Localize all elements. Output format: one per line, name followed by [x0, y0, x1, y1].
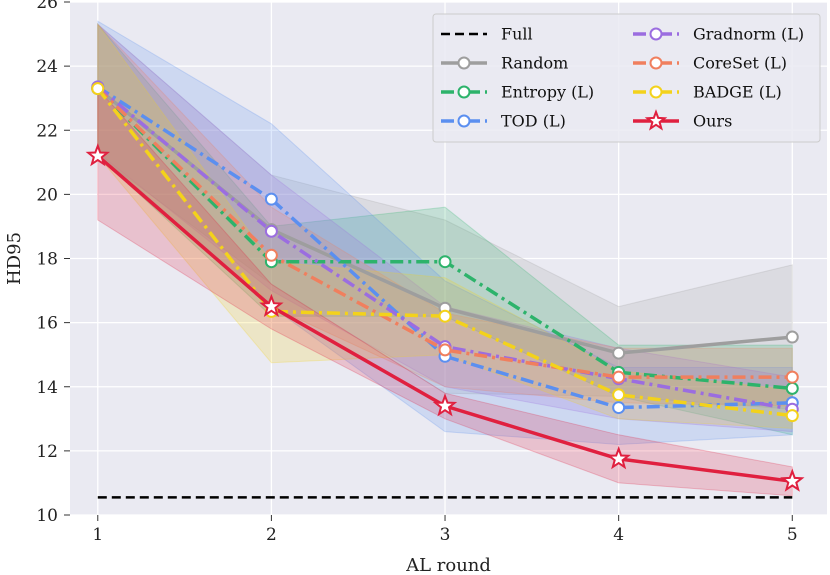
point-entropy-l: [785, 381, 799, 395]
legend: Full Random Entropy (L) TOD (L) Gradnorm (L)…: [432, 13, 821, 143]
legend-box: [432, 13, 821, 143]
point-ours: [432, 393, 458, 417]
x-tick-label: 3: [440, 525, 451, 545]
point-ours: [259, 293, 284, 318]
x-tick-label: 1: [92, 525, 103, 545]
point-coreset-l: [785, 370, 799, 384]
band-entropy-l: [97, 23, 793, 436]
band-badge-l: [97, 22, 793, 429]
legend-label-coreset-l: CoreSet (L): [693, 54, 787, 73]
legend-label-gradnorm-l: Gradnorm (L): [693, 25, 804, 44]
legend-marker-entropy-l: [457, 85, 471, 99]
point-ours: [606, 446, 631, 470]
y-tick-label: 18: [36, 250, 58, 270]
point-tod-l: [612, 401, 626, 415]
legend-marker-badge-l: [649, 85, 663, 99]
legend-label-full: Full: [501, 25, 533, 44]
point-ours: [85, 143, 111, 167]
x-tick-label: 4: [613, 525, 624, 545]
point-badge-l: [785, 409, 799, 423]
point-random: [785, 330, 799, 344]
x-tick-label: 2: [266, 525, 277, 545]
point-badge-l: [612, 388, 626, 402]
y-tick-label: 24: [36, 57, 58, 77]
x-axis-label: AL round: [405, 555, 491, 575]
line-badge-l: [96, 87, 793, 418]
point-coreset-l: [264, 248, 278, 262]
point-coreset-l: [438, 343, 452, 357]
legend-label-ours: Ours: [693, 112, 732, 131]
legend-marker-random: [457, 56, 471, 70]
y-tick-label: 10: [36, 506, 58, 526]
y-tick-label: 26: [36, 0, 58, 13]
line-tod-l: [96, 85, 793, 410]
point-gradnorm-l: [264, 224, 278, 238]
point-badge-l: [438, 309, 452, 323]
legend-marker-gradnorm-l: [649, 27, 663, 41]
legend-label-random: Random: [501, 54, 568, 73]
y-tick-label: 14: [36, 378, 58, 398]
point-coreset-l: [612, 370, 626, 384]
point-tod-l: [264, 192, 278, 206]
series-markers: [85, 80, 805, 492]
line-coreset-l: [96, 87, 793, 379]
point-random: [612, 346, 626, 360]
legend-label-badge-l: BADGE (L): [693, 83, 782, 102]
legend-label-tod-l: TOD (L): [501, 112, 566, 131]
legend-marker-coreset-l: [649, 56, 663, 70]
y-tick-label: 16: [36, 314, 58, 334]
band-ours: [97, 87, 793, 497]
y-tick-label: 12: [36, 442, 58, 462]
point-badge-l: [91, 82, 105, 96]
point-ours: [780, 468, 805, 492]
y-tick-label: 20: [36, 185, 58, 205]
y-axis-label: HD95: [4, 232, 25, 285]
legend-marker-ours: [644, 109, 668, 131]
x-tick-label: 5: [787, 525, 798, 545]
legend-label-entropy-l: Entropy (L): [501, 83, 594, 102]
y-tick-label: 22: [36, 121, 58, 141]
point-entropy-l: [438, 255, 452, 269]
legend-marker-tod-l: [457, 114, 471, 128]
